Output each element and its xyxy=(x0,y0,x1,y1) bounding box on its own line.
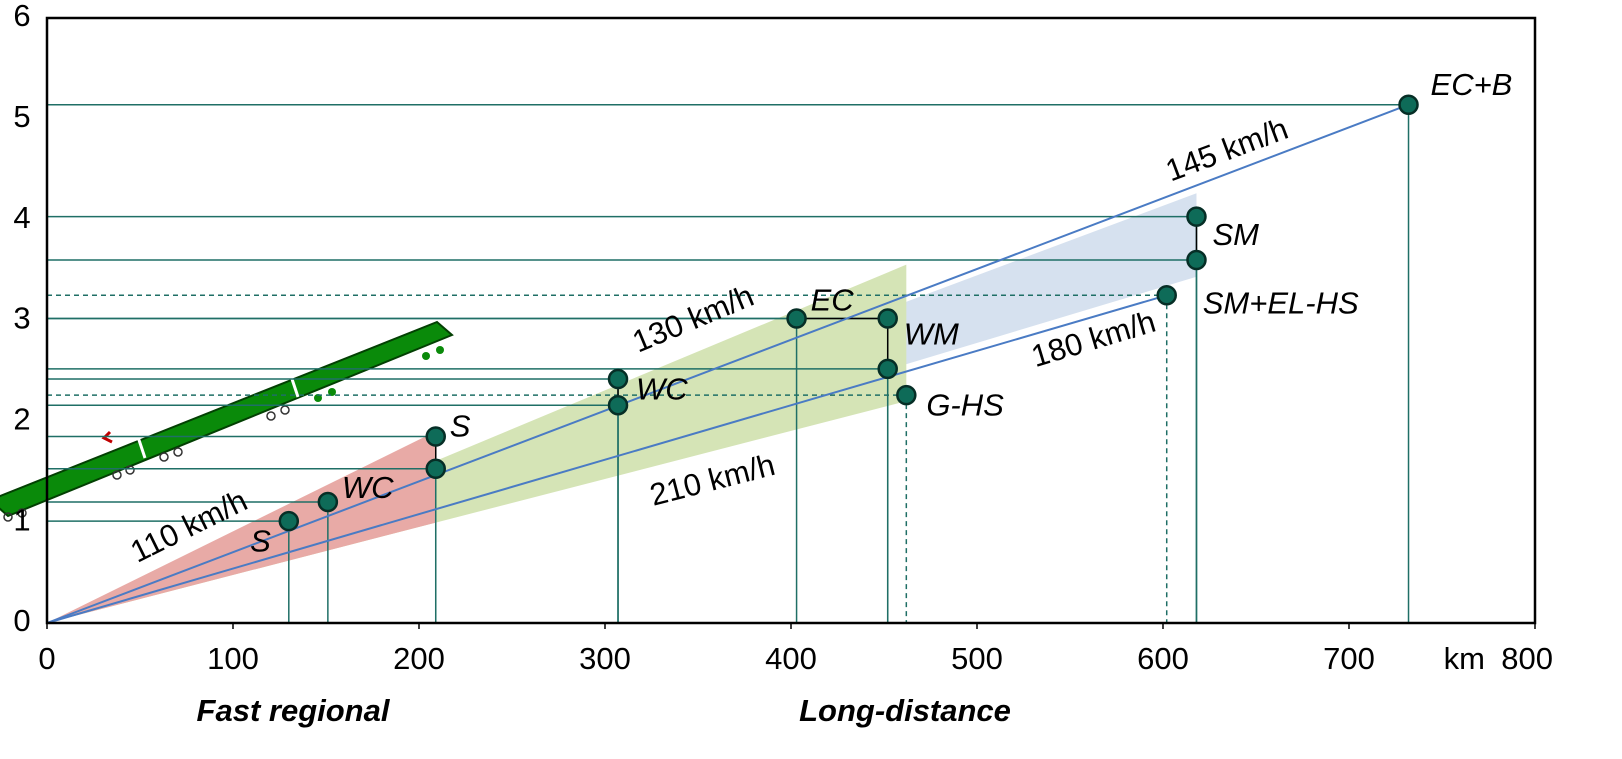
data-point xyxy=(427,460,445,478)
data-point xyxy=(1158,286,1176,304)
x-tick-label: 600 xyxy=(1137,641,1189,676)
data-point xyxy=(609,370,627,388)
point-label: WM xyxy=(904,317,959,352)
x-axis-label: km xyxy=(1444,641,1485,676)
data-point xyxy=(897,386,915,404)
data-point xyxy=(319,493,337,511)
x-tick-label: 200 xyxy=(393,641,445,676)
x-tick-label: 700 xyxy=(1323,641,1375,676)
chart: 0100200300400500600700800km0123456110 km… xyxy=(0,0,1622,759)
point-label: EC xyxy=(811,283,855,318)
data-point xyxy=(788,309,806,327)
y-tick-label: 4 xyxy=(13,200,30,235)
y-tick-label: 2 xyxy=(13,402,30,437)
data-point xyxy=(609,396,627,414)
x-tick-label: 300 xyxy=(579,641,631,676)
y-tick-label: 3 xyxy=(13,301,30,336)
point-label: S xyxy=(450,409,471,444)
x-tick-label: 100 xyxy=(207,641,259,676)
x-tick-label: 800 xyxy=(1501,641,1553,676)
point-label: SM xyxy=(1212,217,1259,252)
group-label: Fast regional xyxy=(197,693,391,728)
data-point xyxy=(427,427,445,445)
data-point xyxy=(1187,251,1205,269)
y-tick-label: 6 xyxy=(13,0,30,33)
x-tick-label: 400 xyxy=(765,641,817,676)
data-point xyxy=(879,360,897,378)
x-tick-label: 500 xyxy=(951,641,1003,676)
data-point xyxy=(1400,96,1418,114)
point-label: G-HS xyxy=(926,387,1004,422)
data-point xyxy=(879,309,897,327)
point-label: WC xyxy=(342,470,394,505)
point-label: WC xyxy=(636,371,688,406)
point-label: SM+EL-HS xyxy=(1203,285,1359,320)
y-tick-label: 5 xyxy=(13,99,30,134)
y-tick-label: 1 xyxy=(13,502,30,537)
data-point xyxy=(280,512,298,530)
point-label: S xyxy=(250,523,271,558)
y-tick-label: 0 xyxy=(13,603,30,638)
route-line xyxy=(47,295,1167,623)
x-tick-label: 0 xyxy=(38,641,55,676)
group-label: Long-distance xyxy=(799,693,1011,728)
point-label: EC+B xyxy=(1431,67,1513,102)
data-point xyxy=(1187,208,1205,226)
speed-label: 145 km/h xyxy=(1161,111,1293,188)
